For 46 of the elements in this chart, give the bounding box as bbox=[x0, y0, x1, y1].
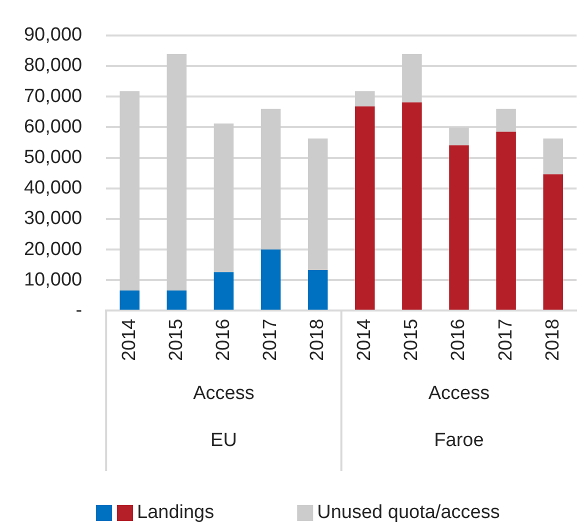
y-tick-label: 50,000 bbox=[24, 147, 82, 168]
x-tick-label: 2018 bbox=[542, 318, 564, 362]
bar bbox=[308, 270, 328, 310]
x-tick-label: 2017 bbox=[260, 318, 282, 362]
x-tick-label: 2017 bbox=[495, 318, 516, 362]
legend-label: Unused quota/access bbox=[317, 502, 500, 523]
bar bbox=[166, 290, 187, 310]
x-tick-label: 2015 bbox=[166, 318, 187, 362]
text: Access bbox=[193, 383, 254, 404]
bar bbox=[543, 138, 563, 174]
text: Access bbox=[428, 383, 490, 404]
x-tick-label: 2015 bbox=[401, 318, 422, 362]
y-tick-label: 10,000 bbox=[24, 269, 82, 290]
bar bbox=[214, 272, 234, 310]
y-tick-label: 40,000 bbox=[24, 178, 82, 199]
bar bbox=[120, 91, 140, 291]
y-tick-label: - bbox=[76, 300, 82, 321]
x-tick-label: 2016 bbox=[212, 318, 234, 362]
x-tick-label: 2014 bbox=[354, 318, 376, 362]
bar bbox=[260, 108, 281, 250]
y-tick-label: 70,000 bbox=[24, 86, 82, 107]
bar bbox=[449, 145, 469, 310]
y-tick-label: 60,000 bbox=[24, 116, 82, 138]
bar bbox=[355, 106, 375, 310]
bar bbox=[308, 138, 328, 270]
y-tick-label: 90,000 bbox=[24, 24, 82, 46]
legend-label: Landings bbox=[137, 502, 214, 523]
bar bbox=[355, 91, 375, 106]
y-tick-label: 30,000 bbox=[24, 208, 82, 230]
bar bbox=[496, 108, 516, 132]
y-tick-label: 80,000 bbox=[24, 55, 82, 76]
bar bbox=[120, 290, 140, 310]
bar bbox=[449, 127, 469, 146]
x-tick-label: 2016 bbox=[448, 318, 470, 362]
y-tick-label: 20,000 bbox=[24, 238, 82, 260]
bar bbox=[260, 250, 281, 310]
text: Faroe bbox=[434, 430, 484, 452]
text: EU bbox=[210, 430, 237, 452]
bar bbox=[166, 54, 187, 291]
bar bbox=[214, 124, 234, 272]
bar bbox=[543, 174, 563, 310]
bar bbox=[402, 102, 422, 310]
x-tick-label: 2018 bbox=[307, 318, 328, 362]
bar bbox=[496, 132, 516, 310]
x-tick-label: 2014 bbox=[118, 318, 140, 362]
bar bbox=[402, 54, 422, 102]
